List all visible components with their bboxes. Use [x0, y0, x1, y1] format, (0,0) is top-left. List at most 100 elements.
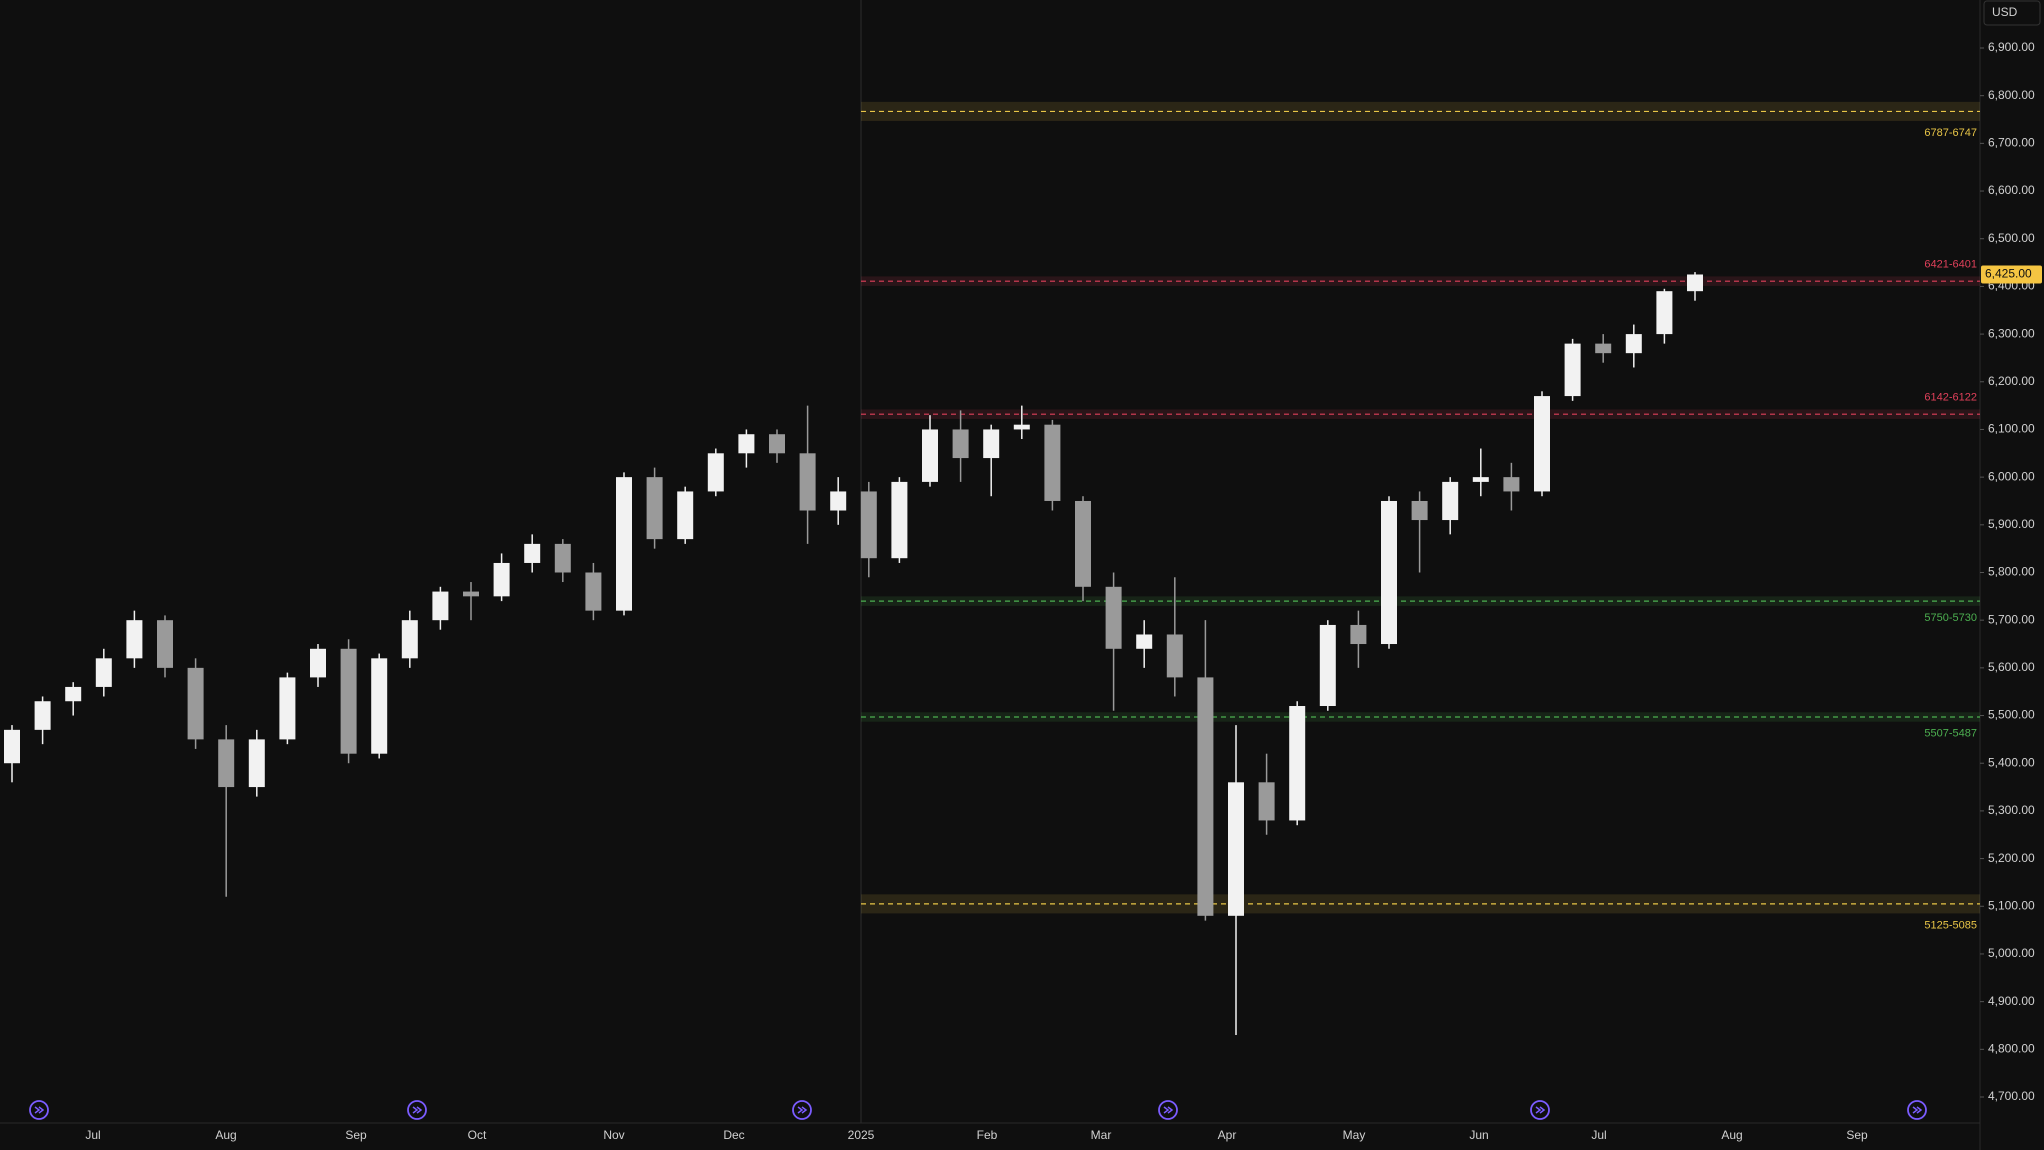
- candle-body: [1289, 706, 1306, 821]
- x-tick-label: Feb: [977, 1128, 998, 1142]
- candle-body: [677, 491, 694, 540]
- candle-body: [1258, 782, 1275, 821]
- x-tick-label: Mar: [1091, 1128, 1112, 1142]
- candle-body: [524, 543, 541, 563]
- y-tick-label: 5,200.00: [1988, 851, 2035, 865]
- y-tick-label: 6,200.00: [1988, 374, 2035, 388]
- zone-label: 6787-6747: [1924, 127, 1977, 139]
- candle-body: [922, 429, 938, 482]
- y-tick-label: 4,700.00: [1988, 1089, 2035, 1103]
- candle-body: [1687, 274, 1703, 292]
- candle-body: [1075, 500, 1091, 587]
- candle-body: [248, 739, 265, 788]
- event-marker: [792, 1100, 812, 1120]
- y-tick-label: 6,700.00: [1988, 136, 2035, 150]
- candle-body: [371, 658, 388, 754]
- candle-body: [1656, 291, 1673, 335]
- candle-body: [1350, 624, 1367, 645]
- y-tick-label: 5,900.00: [1988, 517, 2035, 531]
- candle-body: [707, 453, 724, 492]
- candle-body: [738, 434, 755, 454]
- candle-body: [646, 477, 663, 540]
- candle-body: [860, 491, 877, 559]
- event-icon: [797, 1106, 808, 1114]
- candle-body: [952, 429, 969, 459]
- zone-label: 5750-5730: [1924, 612, 1977, 624]
- candle-body: [1411, 500, 1428, 521]
- zone-label: 5125-5085: [1924, 919, 1977, 931]
- event-marker: [407, 1100, 427, 1120]
- candle-body: [1228, 782, 1244, 916]
- y-tick-label: 6,100.00: [1988, 422, 2035, 436]
- x-tick-label: Sep: [345, 1128, 367, 1142]
- y-tick-label: 5,100.00: [1988, 898, 2035, 912]
- candle-body: [1197, 677, 1214, 916]
- candle-body: [1564, 343, 1581, 397]
- candle-body: [34, 701, 51, 730]
- candle-body: [1105, 586, 1122, 649]
- x-tick-label: 2025: [848, 1128, 875, 1142]
- y-tick-label: 5,500.00: [1988, 708, 2035, 722]
- candle-body: [1013, 424, 1030, 430]
- candle-body: [1381, 500, 1397, 645]
- y-tick-label: 6,600.00: [1988, 183, 2035, 197]
- event-icon: [34, 1106, 45, 1114]
- candle-body: [983, 429, 1000, 459]
- x-tick-label: Jul: [1591, 1128, 1606, 1142]
- candle-body: [891, 481, 908, 559]
- candle-body: [157, 620, 173, 668]
- y-tick-label: 5,700.00: [1988, 612, 2035, 626]
- x-tick-label: Jul: [85, 1128, 100, 1142]
- candle-body: [279, 677, 296, 740]
- y-tick-label: 6,300.00: [1988, 326, 2035, 340]
- y-tick-label: 5,000.00: [1988, 946, 2035, 960]
- x-tick-label: May: [1343, 1128, 1366, 1142]
- candle-body: [1442, 481, 1459, 521]
- x-tick-label: Apr: [1218, 1128, 1237, 1142]
- candle-body: [218, 739, 235, 788]
- x-tick-label: Jun: [1469, 1128, 1488, 1142]
- candle-body: [432, 591, 449, 621]
- y-tick-label: 5,300.00: [1988, 803, 2035, 817]
- event-icon: [1163, 1106, 1174, 1114]
- x-tick-label: Sep: [1846, 1128, 1868, 1142]
- y-tick-label: 4,800.00: [1988, 1041, 2035, 1055]
- y-tick-label: 6,500.00: [1988, 231, 2035, 245]
- candle-body: [1319, 624, 1336, 707]
- event-icon: [1535, 1106, 1546, 1114]
- event-markers: [29, 1100, 1927, 1120]
- x-tick-label: Nov: [603, 1128, 624, 1142]
- candle-body: [1595, 343, 1612, 354]
- x-tick-label: Dec: [723, 1128, 744, 1142]
- y-tick-label: 5,600.00: [1988, 660, 2035, 674]
- candle-body: [1534, 396, 1550, 492]
- last-price-label: 6,425.00: [1985, 267, 2032, 281]
- candle-body: [1136, 634, 1153, 649]
- candle-body: [493, 562, 510, 597]
- y-tick-label: 5,400.00: [1988, 755, 2035, 769]
- x-tick-label: Aug: [215, 1128, 236, 1142]
- candle-body: [1044, 424, 1061, 501]
- candle-body: [1472, 477, 1489, 482]
- candle-body: [310, 648, 326, 678]
- zone-label: 5507-5487: [1924, 728, 1977, 740]
- event-marker: [29, 1100, 49, 1120]
- y-tick-label: 6,800.00: [1988, 88, 2035, 102]
- candle-body: [799, 453, 816, 511]
- x-tick-label: Aug: [1721, 1128, 1742, 1142]
- candle-body: [463, 591, 479, 597]
- zone-label: 6421-6401: [1924, 258, 1977, 270]
- event-marker: [1907, 1100, 1927, 1120]
- candle-body: [65, 686, 82, 702]
- y-tick-label: 6,900.00: [1988, 40, 2035, 54]
- candle-body: [1625, 334, 1642, 354]
- currency-box[interactable]: [1983, 0, 2041, 26]
- x-tick-label: Oct: [468, 1128, 487, 1142]
- candle-body: [554, 543, 571, 573]
- event-icon: [412, 1106, 423, 1114]
- y-tick-label: 5,800.00: [1988, 565, 2035, 579]
- candle-body: [769, 434, 785, 454]
